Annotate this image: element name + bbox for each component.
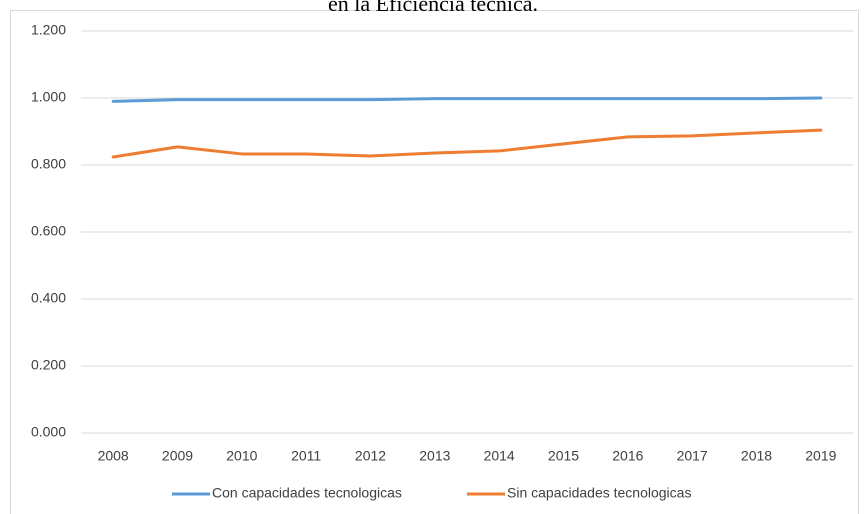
chart-frame [10, 10, 859, 514]
x-tick-label: 2008 [98, 448, 129, 464]
series-line [111, 96, 823, 103]
x-tick-label: 2015 [548, 448, 579, 464]
x-tick-label: 2014 [484, 448, 515, 464]
y-tick-label: 0.200 [31, 357, 66, 373]
x-tick-label: 2019 [805, 448, 836, 464]
y-tick-label: 0.800 [31, 156, 66, 172]
legend-label: Sin capacidades tecnologicas [507, 485, 691, 501]
x-tick-label: 2013 [419, 448, 450, 464]
legend-label: Con capacidades tecnologicas [212, 485, 402, 501]
x-tick-label: 2011 [291, 448, 321, 464]
x-tick-label: 2016 [612, 448, 643, 464]
x-tick-label: 2010 [226, 448, 257, 464]
series-line [111, 128, 823, 159]
y-tick-label: 0.000 [31, 424, 66, 440]
chart-title: en la Eficiencia técnica. [328, 0, 538, 16]
y-tick-label: 1.200 [31, 22, 66, 38]
x-tick-label: 2018 [741, 448, 772, 464]
x-tick-label: 2017 [677, 448, 708, 464]
y-tick-label: 1.000 [31, 89, 66, 105]
y-tick-label: 0.600 [31, 223, 66, 239]
y-tick-label: 0.400 [31, 290, 66, 306]
x-tick-label: 2009 [162, 448, 193, 464]
x-tick-label: 2012 [355, 448, 386, 464]
